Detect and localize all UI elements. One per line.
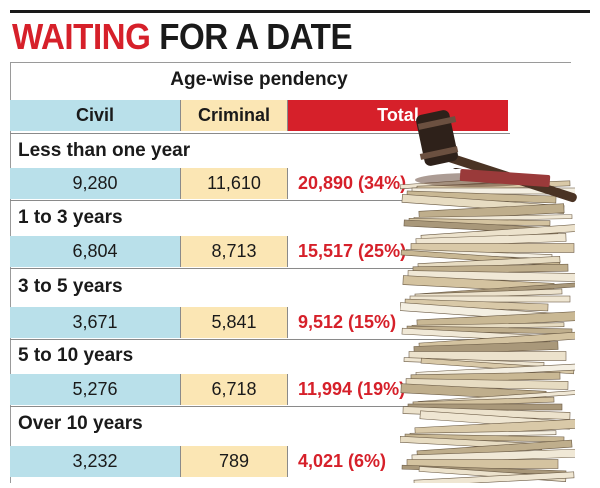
row-divider xyxy=(10,339,510,340)
headline-part2: FOR A DATE xyxy=(159,16,353,57)
civil-value: 5,276 xyxy=(10,374,180,405)
civil-value: 6,804 xyxy=(10,236,180,267)
category-label: 1 to 3 years xyxy=(18,207,123,228)
category-label: Less than one year xyxy=(18,140,191,161)
criminal-value: 11,610 xyxy=(180,168,288,199)
civil-value: 3,232 xyxy=(10,446,180,477)
column-header-total: Total xyxy=(288,100,508,131)
paper-sheet xyxy=(413,471,575,483)
row-divider xyxy=(10,268,510,269)
category-label: 3 to 5 years xyxy=(18,276,123,297)
category-label: Over 10 years xyxy=(18,413,143,434)
column-header-criminal: Criminal xyxy=(180,100,288,131)
row-divider xyxy=(10,133,510,134)
criminal-value: 6,718 xyxy=(180,374,288,405)
headline: WAITING FOR A DATE xyxy=(12,14,353,60)
headline-part1: WAITING xyxy=(12,16,151,57)
civil-value: 3,671 xyxy=(10,307,180,338)
row-divider xyxy=(10,200,510,201)
table-frame xyxy=(10,62,571,483)
column-header-civil: Civil xyxy=(10,100,180,131)
top-rule xyxy=(10,10,590,13)
category-label: 5 to 10 years xyxy=(18,345,134,366)
criminal-value: 789 xyxy=(180,446,288,477)
gavel-icon xyxy=(444,168,476,170)
criminal-value: 5,841 xyxy=(180,307,288,338)
civil-value: 9,280 xyxy=(10,168,180,199)
file-pile-illustration xyxy=(400,168,575,483)
row-divider xyxy=(10,406,510,407)
criminal-value: 8,713 xyxy=(180,236,288,267)
table-title: Age-wise pendency xyxy=(170,69,348,90)
